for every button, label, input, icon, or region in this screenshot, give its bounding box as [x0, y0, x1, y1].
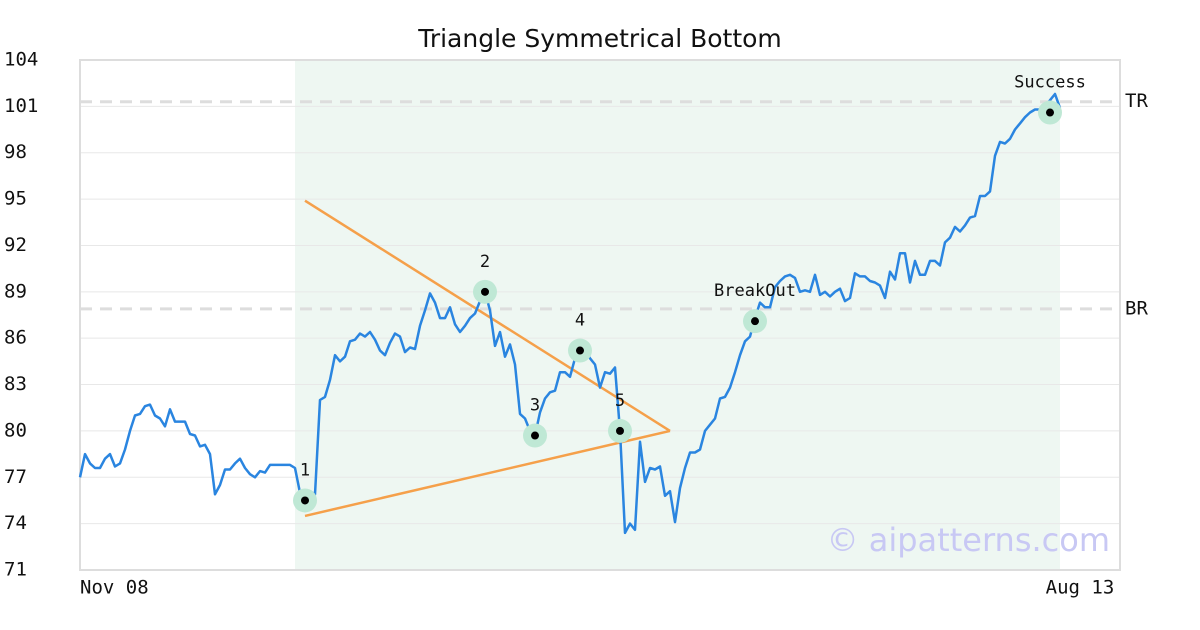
annotation-dot — [301, 496, 309, 505]
annotation-label: BreakOut — [714, 281, 796, 301]
y-tick-label: 80 — [4, 419, 27, 441]
annotation-dot — [531, 431, 539, 440]
annotation-label: 1 — [300, 460, 310, 480]
y-tick-label: 101 — [4, 95, 38, 117]
background-layer — [80, 59, 1120, 571]
annotation-label: 2 — [480, 252, 490, 272]
highlight-region — [295, 60, 1060, 570]
y-tick-label: 86 — [4, 327, 27, 349]
annotation-label: 3 — [530, 396, 540, 416]
level-label: BR — [1125, 297, 1148, 319]
plot-frame — [79, 59, 1121, 571]
y-tick-label: 77 — [4, 466, 27, 488]
y-tick-label: 71 — [4, 559, 27, 581]
y-tick-label: 89 — [4, 280, 27, 302]
y-tick-label: 92 — [4, 234, 27, 256]
y-tick-label: 83 — [4, 373, 27, 395]
annotation-dot — [1046, 108, 1054, 117]
annotation-label: 5 — [615, 391, 625, 411]
y-tick-label: 74 — [4, 512, 27, 534]
y-tick-label: 98 — [4, 141, 27, 163]
price-line — [78, 92, 1062, 535]
annotation-dot — [616, 426, 624, 435]
annotation-label: Success — [1014, 73, 1086, 93]
y-tick-label: 104 — [4, 49, 38, 71]
trendline — [304, 429, 671, 518]
x-tick-label: Nov 08 — [80, 577, 149, 599]
x-tick-label: Aug 13 — [1046, 577, 1115, 599]
chart-title: Triangle Symmetrical Bottom — [417, 24, 782, 53]
y-tick-label: 95 — [4, 188, 27, 210]
level-label: TR — [1125, 90, 1148, 112]
watermark: © aipatterns.com — [827, 521, 1110, 559]
trendline — [304, 199, 671, 432]
annotation-dot — [576, 346, 584, 355]
annotation-label: 4 — [575, 311, 585, 331]
annotation-dot — [751, 317, 759, 326]
annotation-dot — [481, 287, 489, 296]
